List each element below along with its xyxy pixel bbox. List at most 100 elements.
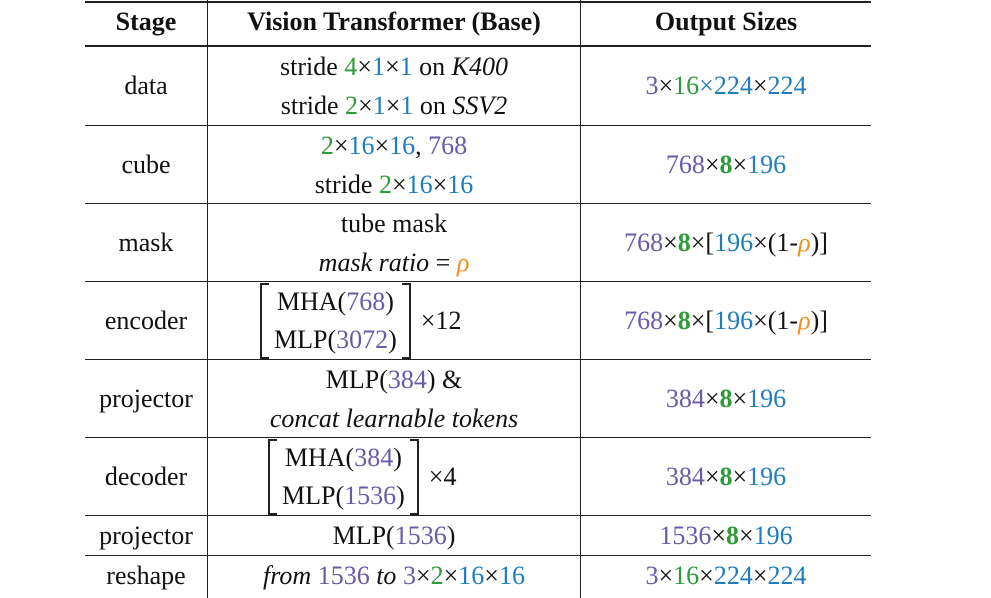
value: 768 bbox=[624, 228, 664, 257]
output-line: 768×8×[196×(1-ρ)] bbox=[624, 301, 828, 340]
text: MLP( bbox=[325, 364, 388, 394]
text: ) bbox=[385, 286, 394, 316]
times-symbol: × bbox=[333, 130, 349, 160]
header-rule bbox=[85, 45, 871, 47]
text: ) bbox=[446, 520, 456, 550]
output-cell: 768×8×[196×(1-ρ)] bbox=[581, 282, 871, 359]
output-line: 3×16×224×224 bbox=[645, 556, 806, 596]
repeat-multiplier: ×4 bbox=[429, 462, 457, 492]
row-rule bbox=[85, 515, 871, 516]
output-line: 384×8×196 bbox=[666, 379, 786, 418]
text: on bbox=[413, 90, 453, 120]
times-symbol: × bbox=[704, 384, 720, 413]
value: 2 bbox=[430, 561, 444, 590]
value: 12 bbox=[435, 305, 462, 335]
value: 4 bbox=[443, 461, 457, 491]
text: = bbox=[429, 247, 457, 277]
value: 16 bbox=[406, 169, 433, 199]
value: 8 bbox=[677, 228, 691, 257]
vit-line: from 1536 to 3×2×16×16 bbox=[263, 556, 525, 596]
text: from bbox=[263, 561, 312, 590]
value: 1536 bbox=[659, 520, 712, 550]
output-cell: 768×8×196 bbox=[581, 126, 871, 203]
value: 8 bbox=[677, 306, 691, 335]
times-symbol: × bbox=[384, 51, 400, 81]
times-symbol: × bbox=[663, 306, 678, 335]
value: 16 bbox=[673, 561, 700, 590]
value: 196 bbox=[714, 228, 754, 257]
times-symbol: × bbox=[699, 561, 714, 590]
value: 8 bbox=[726, 520, 739, 550]
row-rule bbox=[85, 203, 871, 204]
row-rule bbox=[85, 359, 871, 360]
value: 196 bbox=[747, 462, 787, 491]
vit-line: MLP(3072) bbox=[274, 321, 397, 359]
vit-cell-data: stride 4×1×1 on K400 stride 2×1×1 on SSV… bbox=[208, 46, 580, 125]
times-symbol: × bbox=[420, 305, 436, 335]
times-symbol: × bbox=[752, 561, 768, 590]
header-vision-transformer: Vision Transformer (Base) bbox=[247, 7, 541, 36]
times-symbol: × bbox=[357, 51, 372, 81]
times-symbol: × bbox=[432, 169, 448, 199]
value: 224 bbox=[767, 71, 807, 100]
text: MLP( bbox=[274, 324, 337, 354]
times-symbol: × bbox=[752, 71, 768, 100]
output-cell: 3×16×224×224 bbox=[581, 46, 871, 125]
text: MHA( bbox=[284, 442, 355, 472]
value: 196 bbox=[714, 306, 754, 335]
value: 4 bbox=[344, 51, 358, 81]
output-line: 768×8×[196×(1-ρ)] bbox=[624, 223, 828, 262]
value: 3 bbox=[645, 561, 659, 590]
stage-cell: encoder bbox=[104, 306, 188, 335]
value: 8 bbox=[719, 462, 733, 491]
value: 1 bbox=[400, 90, 414, 120]
text: ) bbox=[393, 442, 402, 472]
column-divider bbox=[207, 0, 208, 598]
text: [ bbox=[705, 228, 715, 257]
value: 384 bbox=[354, 442, 394, 472]
value: 3 bbox=[645, 71, 659, 100]
text: (1- bbox=[767, 228, 799, 257]
times-symbol: × bbox=[711, 520, 726, 550]
text: , bbox=[415, 130, 429, 160]
stage-cell: cube bbox=[121, 150, 171, 179]
text: ) & bbox=[426, 364, 463, 394]
value: 224 bbox=[713, 71, 753, 100]
times-symbol: × bbox=[690, 228, 706, 257]
times-symbol: × bbox=[658, 561, 674, 590]
value: 16 bbox=[389, 130, 416, 160]
value: 16 bbox=[498, 561, 525, 590]
value: 384 bbox=[665, 384, 705, 413]
text: stride bbox=[280, 51, 345, 81]
stage-cell: reshape bbox=[106, 561, 186, 590]
row-rule bbox=[85, 125, 871, 126]
vit-cell-reshape: from 1536 to 3×2×16×16 bbox=[208, 556, 580, 596]
rho-symbol: ρ bbox=[798, 228, 811, 257]
vit-cell-projector: MLP(1536) bbox=[208, 516, 580, 555]
value: 2 bbox=[378, 169, 392, 199]
text: ) bbox=[388, 324, 397, 354]
text: [ bbox=[705, 306, 715, 335]
column-divider bbox=[580, 0, 581, 598]
stage-cell: decoder bbox=[104, 462, 188, 491]
times-symbol: × bbox=[484, 561, 499, 590]
text: )] bbox=[810, 228, 828, 257]
vit-line: MHA(768) bbox=[274, 283, 397, 321]
times-symbol: × bbox=[732, 384, 748, 413]
text: MHA( bbox=[276, 286, 347, 316]
vit-line: stride 2×1×1 on SSV2 bbox=[281, 86, 508, 125]
value: 8 bbox=[719, 150, 733, 179]
value: 196 bbox=[747, 150, 787, 179]
stage-cell: projector bbox=[99, 520, 193, 550]
value: 3072 bbox=[336, 324, 389, 354]
times-symbol: × bbox=[415, 561, 431, 590]
times-symbol: × bbox=[753, 306, 768, 335]
header-stage: Stage bbox=[115, 7, 177, 36]
stage-cell: mask bbox=[118, 228, 174, 257]
vit-line: stride 2×16×16 bbox=[315, 165, 474, 204]
value: 768 bbox=[665, 150, 705, 179]
vit-line: stride 4×1×1 on K400 bbox=[280, 47, 508, 86]
value: 3 bbox=[402, 561, 416, 590]
vit-line: 2×16×16, 768 bbox=[321, 126, 467, 165]
vit-line: tube mask bbox=[340, 208, 448, 238]
